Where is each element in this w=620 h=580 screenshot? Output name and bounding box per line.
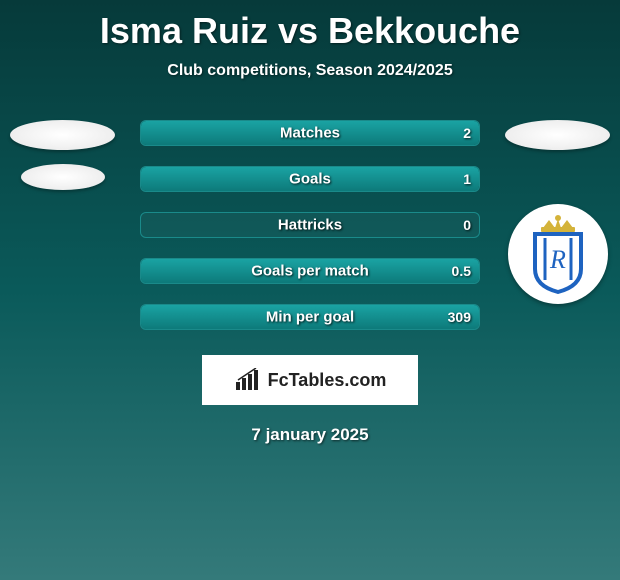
stat-value-right: 0 — [463, 217, 471, 233]
stat-value-right: 309 — [448, 309, 471, 325]
stat-bar-min-per-goal: Min per goal 309 — [140, 304, 480, 330]
player-left-avatar — [10, 120, 115, 190]
date-label: 7 january 2025 — [0, 425, 620, 445]
brand-text: FcTables.com — [268, 370, 387, 391]
page-title: Isma Ruiz vs Bekkouche — [0, 0, 620, 52]
stat-value-right: 0.5 — [452, 263, 471, 279]
stat-label: Matches — [280, 125, 340, 142]
player-right-avatar: R — [505, 120, 610, 304]
chart-icon — [234, 368, 264, 392]
stat-label: Goals per match — [251, 263, 369, 280]
stat-value-right: 1 — [463, 171, 471, 187]
stat-label: Min per goal — [266, 309, 354, 326]
stat-label: Hattricks — [278, 217, 342, 234]
stat-value-right: 2 — [463, 125, 471, 141]
avatar-oval — [505, 120, 610, 150]
stat-bar-goals: Goals 1 — [140, 166, 480, 192]
brand-logo[interactable]: FcTables.com — [202, 355, 418, 405]
stat-bar-goals-per-match: Goals per match 0.5 — [140, 258, 480, 284]
stat-bar-matches: Matches 2 — [140, 120, 480, 146]
stat-bar-hattricks: Hattricks 0 — [140, 212, 480, 238]
stat-label: Goals — [289, 171, 331, 188]
page-subtitle: Club competitions, Season 2024/2025 — [0, 62, 620, 80]
svg-text:R: R — [549, 245, 566, 274]
avatar-oval — [10, 120, 115, 150]
stats-container: Matches 2 Goals 1 Hattricks 0 Goals per … — [140, 120, 480, 330]
avatar-oval — [21, 164, 105, 190]
club-crest: R — [508, 204, 608, 304]
